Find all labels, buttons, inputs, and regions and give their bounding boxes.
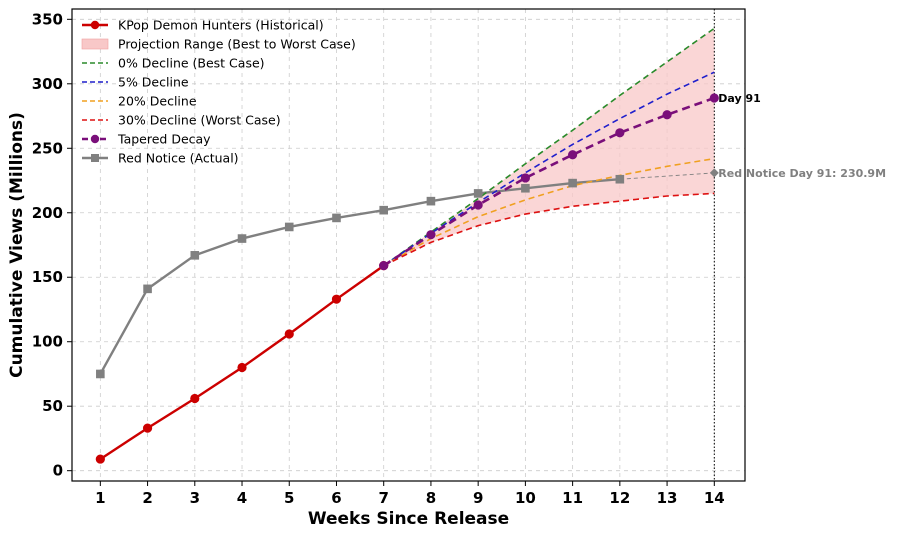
x-tick-label: 8: [426, 489, 436, 507]
annotation-red-notice-day-91: Red Notice Day 91: 230.9M: [718, 167, 886, 180]
point-kpop-demon-hunters-historical: [95, 454, 105, 464]
x-tick-label: 3: [190, 489, 200, 507]
legend-label: 30% Decline (Worst Case): [118, 113, 281, 128]
legend-entry-0-decline-best-case: 0% Decline (Best Case): [82, 56, 265, 71]
legend-marker: [90, 134, 100, 144]
legend-entry-5-decline: 5% Decline: [82, 75, 189, 90]
x-tick-label: 2: [142, 489, 152, 507]
point-tapered-decay: [709, 93, 719, 103]
legend-label: KPop Demon Hunters (Historical): [118, 18, 324, 33]
point-red-notice-actual: [379, 205, 389, 215]
legend-swatch: [81, 38, 109, 50]
y-tick-label: 300: [32, 75, 63, 93]
point-tapered-decay: [520, 173, 530, 183]
y-tick-label: 200: [32, 204, 63, 222]
point-tapered-decay: [662, 110, 672, 120]
x-tick-label: 4: [237, 489, 247, 507]
legend-label: 20% Decline: [118, 94, 197, 109]
series-line-20-decline: [383, 157, 715, 267]
series-line-red-notice-extension: [619, 172, 715, 180]
point-red-notice-actual: [284, 222, 294, 232]
point-red-notice-actual: [615, 174, 625, 184]
point-kpop-demon-hunters-historical: [284, 329, 294, 339]
series-line-red-notice-actual: [99, 178, 620, 375]
annotation-layer: Day 91 Red Notice Day 91: 230.9M: [718, 92, 886, 180]
point-kpop-demon-hunters-historical: [331, 294, 342, 304]
series-line-tapered-decay: [382, 96, 715, 267]
x-tick-label: 11: [562, 489, 583, 507]
x-tick-label: 12: [609, 489, 630, 507]
legend: KPop Demon Hunters (Historical) Projectio…: [81, 18, 356, 166]
point-red-notice-actual: [96, 369, 105, 379]
legend-label: 5% Decline: [118, 75, 189, 90]
point-kpop-demon-hunters-historical: [142, 423, 153, 433]
legend-label: 0% Decline (Best Case): [118, 56, 265, 71]
series-line-5-decline: [383, 71, 715, 267]
legend-entry-20-decline: 20% Decline: [82, 94, 197, 109]
line-layer: [99, 27, 715, 461]
point-tapered-decay: [615, 128, 625, 138]
legend-marker: [91, 154, 99, 162]
y-tick-label: 50: [42, 397, 63, 415]
point-red-notice-actual: [521, 183, 530, 193]
y-tick-label: 150: [32, 268, 63, 286]
legend-entry-red-notice-actual: Red Notice (Actual): [82, 151, 239, 166]
x-tick-label: 13: [657, 489, 678, 507]
annotation-day-91: Day 91: [718, 92, 761, 105]
fill-layer: [383, 9, 715, 481]
plot-frame: [71, 8, 746, 482]
legend-label: Projection Range (Best to Worst Case): [118, 37, 356, 52]
x-tick-label: 10: [515, 489, 536, 507]
point-kpop-demon-hunters-historical: [190, 393, 200, 404]
series-line-0-decline-best-case: [383, 27, 715, 267]
x-tick-label: 6: [331, 489, 341, 507]
point-tapered-decay: [426, 230, 436, 240]
point-kpop-demon-hunters-historical: [237, 362, 247, 373]
series-line-30-decline-worst-case: [383, 192, 715, 267]
point-tapered-decay: [379, 261, 389, 271]
marker-layer: [95, 93, 719, 464]
point-red-notice-actual: [473, 189, 483, 198]
legend-label: Tapered Decay: [117, 132, 211, 147]
legend-entry-tapered-decay: Tapered Decay: [82, 132, 211, 147]
legend-label: Red Notice (Actual): [118, 151, 239, 166]
y-tick-label: 350: [32, 10, 63, 28]
legend-entry-projection-range-best-to-worst-case: Projection Range (Best to Worst Case): [81, 37, 356, 52]
y-axis-title: Cumulative Views (Millions): [7, 112, 27, 378]
point-red-notice-actual: [190, 251, 200, 260]
legend-entry-kpop-demon-hunters-historical: KPop Demon Hunters (Historical): [82, 18, 324, 33]
y-tick-label: 250: [32, 139, 63, 157]
point-tapered-decay: [568, 150, 578, 160]
x-axis-title: Weeks Since Release: [308, 509, 509, 529]
legend-marker: [90, 20, 100, 30]
x-tick-label: 9: [473, 489, 483, 507]
y-tick-label: 0: [53, 462, 63, 480]
x-tick-label: 5: [284, 489, 294, 507]
point-red-notice-actual: [568, 178, 577, 188]
point-red-notice-actual: [237, 234, 247, 243]
grid-layer: [72, 9, 745, 481]
legend-entry-30-decline-worst-case: 30% Decline (Worst Case): [82, 113, 281, 128]
point-red-notice-actual: [143, 284, 152, 294]
point-red-notice-actual: [426, 196, 436, 206]
x-tick-label: 14: [704, 489, 725, 507]
point-red-notice-day-91: [709, 168, 719, 178]
x-tick-label: 1: [95, 489, 105, 507]
x-tick-label: 7: [378, 489, 388, 507]
point-red-notice-actual: [332, 213, 341, 223]
y-tick-label: 100: [32, 333, 63, 351]
point-tapered-decay: [473, 200, 483, 210]
